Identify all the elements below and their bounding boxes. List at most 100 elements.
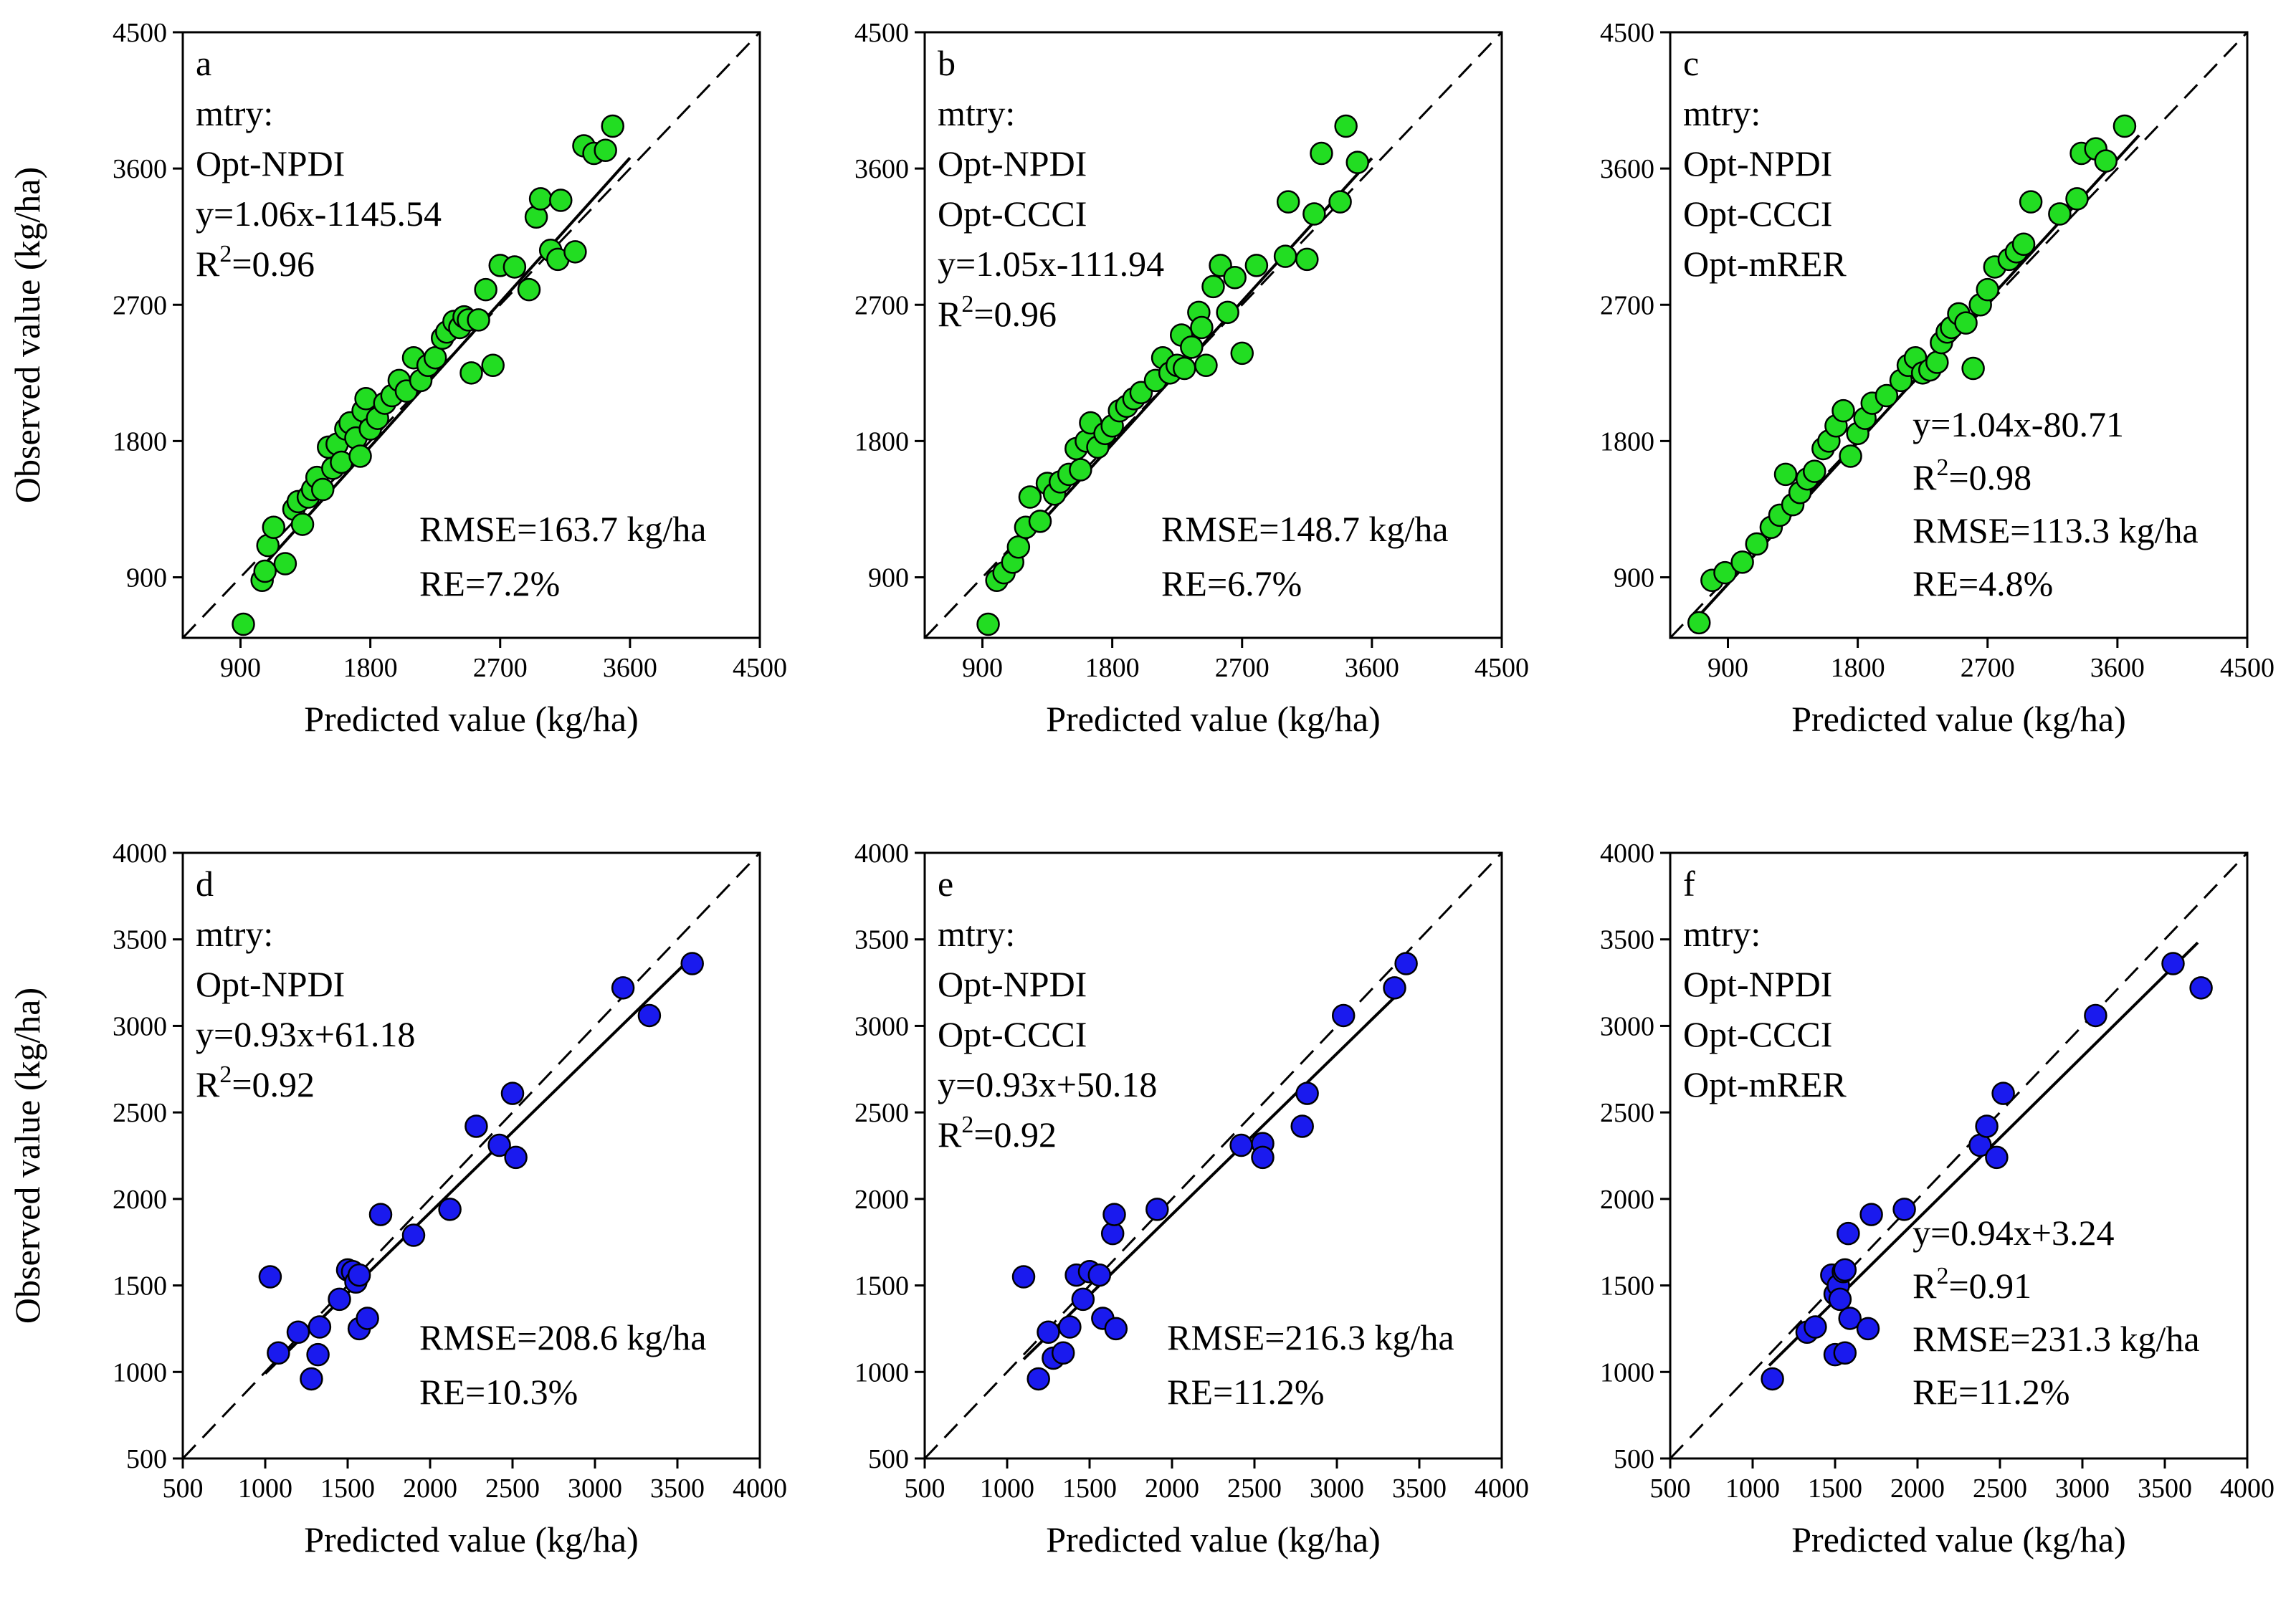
data-point: [1383, 976, 1406, 1000]
y-tick-label: 4500: [1600, 18, 1654, 48]
data-point: [481, 353, 505, 377]
data-point: [308, 1315, 332, 1339]
data-point: [2065, 187, 2089, 211]
x-tick-label: 2000: [1890, 1474, 1945, 1504]
data-point: [487, 1133, 511, 1157]
re-value: RE=10.3%: [419, 1372, 578, 1412]
r-squared: R2=0.98: [1912, 454, 2031, 497]
data-point: [2161, 952, 2185, 975]
data-point: [348, 444, 372, 468]
data-point: [1925, 350, 1949, 374]
y-tick-label: 3600: [1600, 154, 1654, 184]
data-point: [467, 308, 490, 332]
data-point: [253, 559, 277, 583]
rmse-value: RMSE=231.3 kg/ha: [1912, 1319, 2199, 1359]
data-point: [1302, 202, 1326, 226]
data-point: [528, 187, 553, 211]
data-point: [2094, 149, 2118, 173]
data-point: [1018, 485, 1042, 509]
data-point: [1954, 311, 1978, 335]
data-point: [1976, 277, 1999, 302]
y-tick-label: 2000: [854, 1185, 909, 1215]
data-point: [1069, 458, 1092, 482]
x-tick-label: 4500: [733, 653, 787, 683]
y-tick-label: 1500: [854, 1271, 909, 1302]
data-point: [1837, 1221, 1860, 1246]
data-point: [459, 361, 483, 385]
data-point: [1310, 141, 1333, 166]
x-tick-label: 500: [905, 1474, 945, 1504]
x-tick-label: 500: [163, 1474, 204, 1504]
mtry-label: mtry:: [1683, 93, 1761, 133]
data-point: [267, 1341, 290, 1365]
data-point: [2048, 202, 2072, 226]
x-axis-label: Predicted value (kg/ha): [1791, 1519, 2125, 1560]
data-point: [1856, 1317, 1880, 1341]
data-point: [1276, 190, 1300, 214]
feature-label: Opt-NPDI: [938, 143, 1087, 183]
mtry-label: mtry:: [938, 93, 1015, 133]
panel-d: 500 1000 1500 2000 2500 3000 3500 4000 500 1000 15…: [7, 839, 787, 1560]
data-point: [258, 1265, 282, 1289]
data-point: [1804, 1315, 1827, 1339]
feature-label: Opt-CCCI: [938, 1014, 1087, 1054]
x-tick-label: 2700: [473, 653, 528, 683]
y-tick-label: 3600: [854, 154, 909, 184]
data-point: [517, 277, 541, 302]
x-tick-label: 2700: [1215, 653, 1270, 683]
data-point: [1345, 151, 1369, 174]
y-tick-label: 1800: [113, 426, 167, 457]
data-point: [1328, 190, 1352, 214]
y-tick-label: 4000: [1600, 839, 1654, 869]
data-point: [1838, 1307, 1862, 1330]
data-point: [1295, 247, 1319, 272]
x-axis-label: Predicted value (kg/ha): [304, 699, 638, 739]
x-tick-label: 3600: [1345, 653, 1399, 683]
data-point: [1051, 1341, 1075, 1365]
rmse-value: RMSE=113.3 kg/ha: [1912, 510, 2199, 550]
one-to-one-line: [183, 853, 760, 1458]
y-tick-label: 2000: [1600, 1185, 1654, 1215]
x-tick-label: 3000: [2055, 1474, 2110, 1504]
data-point: [1071, 1287, 1095, 1312]
feature-label: Opt-mRER: [1683, 244, 1847, 284]
data-point: [601, 114, 624, 138]
rmse-value: RMSE=208.6 kg/ha: [419, 1317, 706, 1357]
data-point: [1216, 300, 1239, 325]
y-tick-label: 500: [868, 1444, 909, 1474]
data-point: [286, 1320, 310, 1345]
data-point: [1961, 356, 1985, 381]
feature-label: Opt-CCCI: [1683, 1014, 1832, 1054]
feature-label: Opt-CCCI: [938, 194, 1087, 234]
plot-frame: [923, 31, 1503, 639]
y-tick-label: 1800: [854, 426, 909, 457]
data-point: [563, 240, 587, 264]
x-tick-label: 3500: [2138, 1474, 2192, 1504]
data-point: [680, 952, 704, 975]
x-axis-label: Predicted value (kg/ha): [1046, 1519, 1380, 1560]
data-point: [504, 1145, 528, 1170]
r-squared: R2=0.92: [938, 1112, 1057, 1155]
y-axis-label: Observed value (kg/ha): [7, 167, 47, 503]
data-point: [549, 188, 573, 212]
feature-label: Opt-mRER: [1683, 1064, 1847, 1104]
y-tick-label: 4500: [113, 18, 167, 48]
feature-label: Opt-NPDI: [938, 964, 1087, 1004]
y-tick-label: 3500: [854, 925, 909, 955]
y-tick-label: 3500: [1600, 925, 1654, 955]
y-tick-label: 2500: [113, 1098, 167, 1128]
data-point: [1831, 398, 1855, 423]
data-point: [1761, 1367, 1784, 1391]
data-point: [306, 1342, 330, 1367]
rmse-value: RMSE=216.3 kg/ha: [1167, 1317, 1454, 1357]
data-point: [1006, 535, 1031, 559]
regression-equation: y=0.94x+3.24: [1912, 1213, 2114, 1253]
data-point: [1833, 1258, 1857, 1282]
y-tick-label: 2500: [1600, 1098, 1654, 1128]
data-point: [300, 1367, 323, 1391]
x-tick-label: 2700: [1961, 653, 2015, 683]
rmse-value: RMSE=148.7 kg/ha: [1161, 509, 1448, 549]
x-tick-label: 1500: [1062, 1474, 1117, 1504]
data-point: [1991, 1081, 2015, 1105]
x-tick-label: 1500: [1808, 1474, 1862, 1504]
